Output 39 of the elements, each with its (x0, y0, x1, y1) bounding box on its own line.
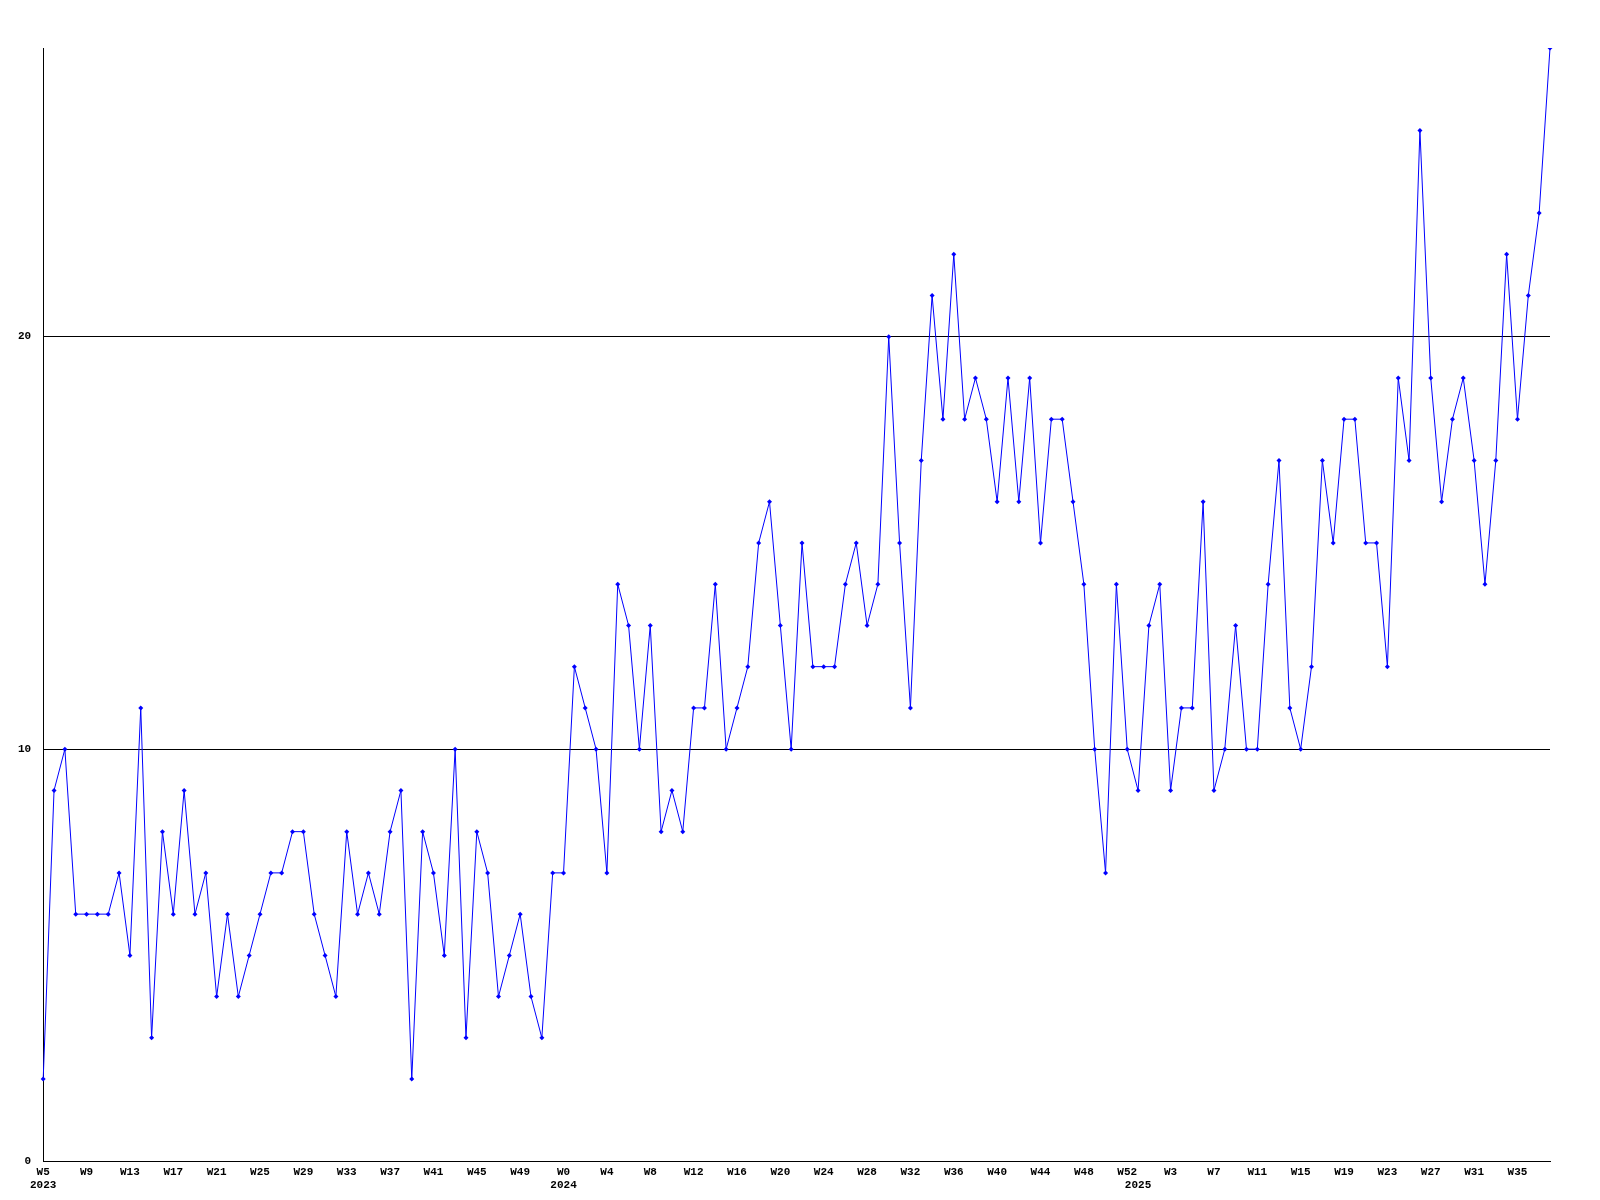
x-tick-label: W20 (770, 1165, 791, 1178)
x-tick-label: W33 (336, 1165, 358, 1178)
x-tick-label: W37 (380, 1165, 400, 1178)
x-tick-label: W17 (163, 1165, 184, 1178)
x-tick-label: W23 (1377, 1165, 1398, 1178)
x-tick-label: W3 (1163, 1165, 1178, 1178)
x-tick-label: W29 (293, 1165, 314, 1178)
x-tick-label: W49 (510, 1165, 531, 1178)
y-tick-label: 0 (24, 1155, 32, 1168)
x-tick-label: W7 (1207, 1165, 1221, 1178)
x-tick-label: W25 (250, 1165, 271, 1178)
x-tick-label: W11 (1247, 1165, 1268, 1178)
x-tick-label: W41 (423, 1165, 444, 1178)
x-tick-label: W19 (1334, 1165, 1354, 1178)
x-tick-label: W21 (206, 1165, 227, 1178)
x-tick-label: 2025 (1124, 1179, 1152, 1192)
x-tick-label: W45 (466, 1165, 488, 1178)
x-tick-label: W8 (643, 1165, 658, 1178)
x-tick-label: W24 (813, 1165, 834, 1178)
x-tick-label: W48 (1073, 1165, 1095, 1178)
x-tick-label: W27 (1420, 1165, 1441, 1178)
x-tick-label: W4 (600, 1165, 614, 1178)
x-tick-label: W36 (943, 1165, 964, 1178)
x-tick-label: W44 (1030, 1165, 1051, 1178)
x-tick-label: W0 2024 (550, 1165, 578, 1192)
x-tick-label: W9 (79, 1165, 94, 1178)
x-tick-label: W32 (900, 1165, 921, 1178)
x-tick-label: W52 (1117, 1165, 1138, 1178)
x-tick-label: W31 (1464, 1165, 1485, 1178)
x-tick-label: W35 (1507, 1165, 1528, 1178)
x-tick-label: W13 (120, 1165, 141, 1178)
x-tick-label: W16 (727, 1165, 747, 1178)
x-tick-label: W12 (683, 1165, 704, 1178)
x-tick-label: W28 (857, 1165, 878, 1178)
x-tick-label: W40 (987, 1165, 1008, 1178)
y-tick-label: 10 (18, 742, 32, 755)
x-tick-label: W5 2023 (30, 1165, 57, 1192)
y-tick-label: 20 (18, 330, 32, 343)
x-tick-label: W15 (1290, 1165, 1311, 1178)
